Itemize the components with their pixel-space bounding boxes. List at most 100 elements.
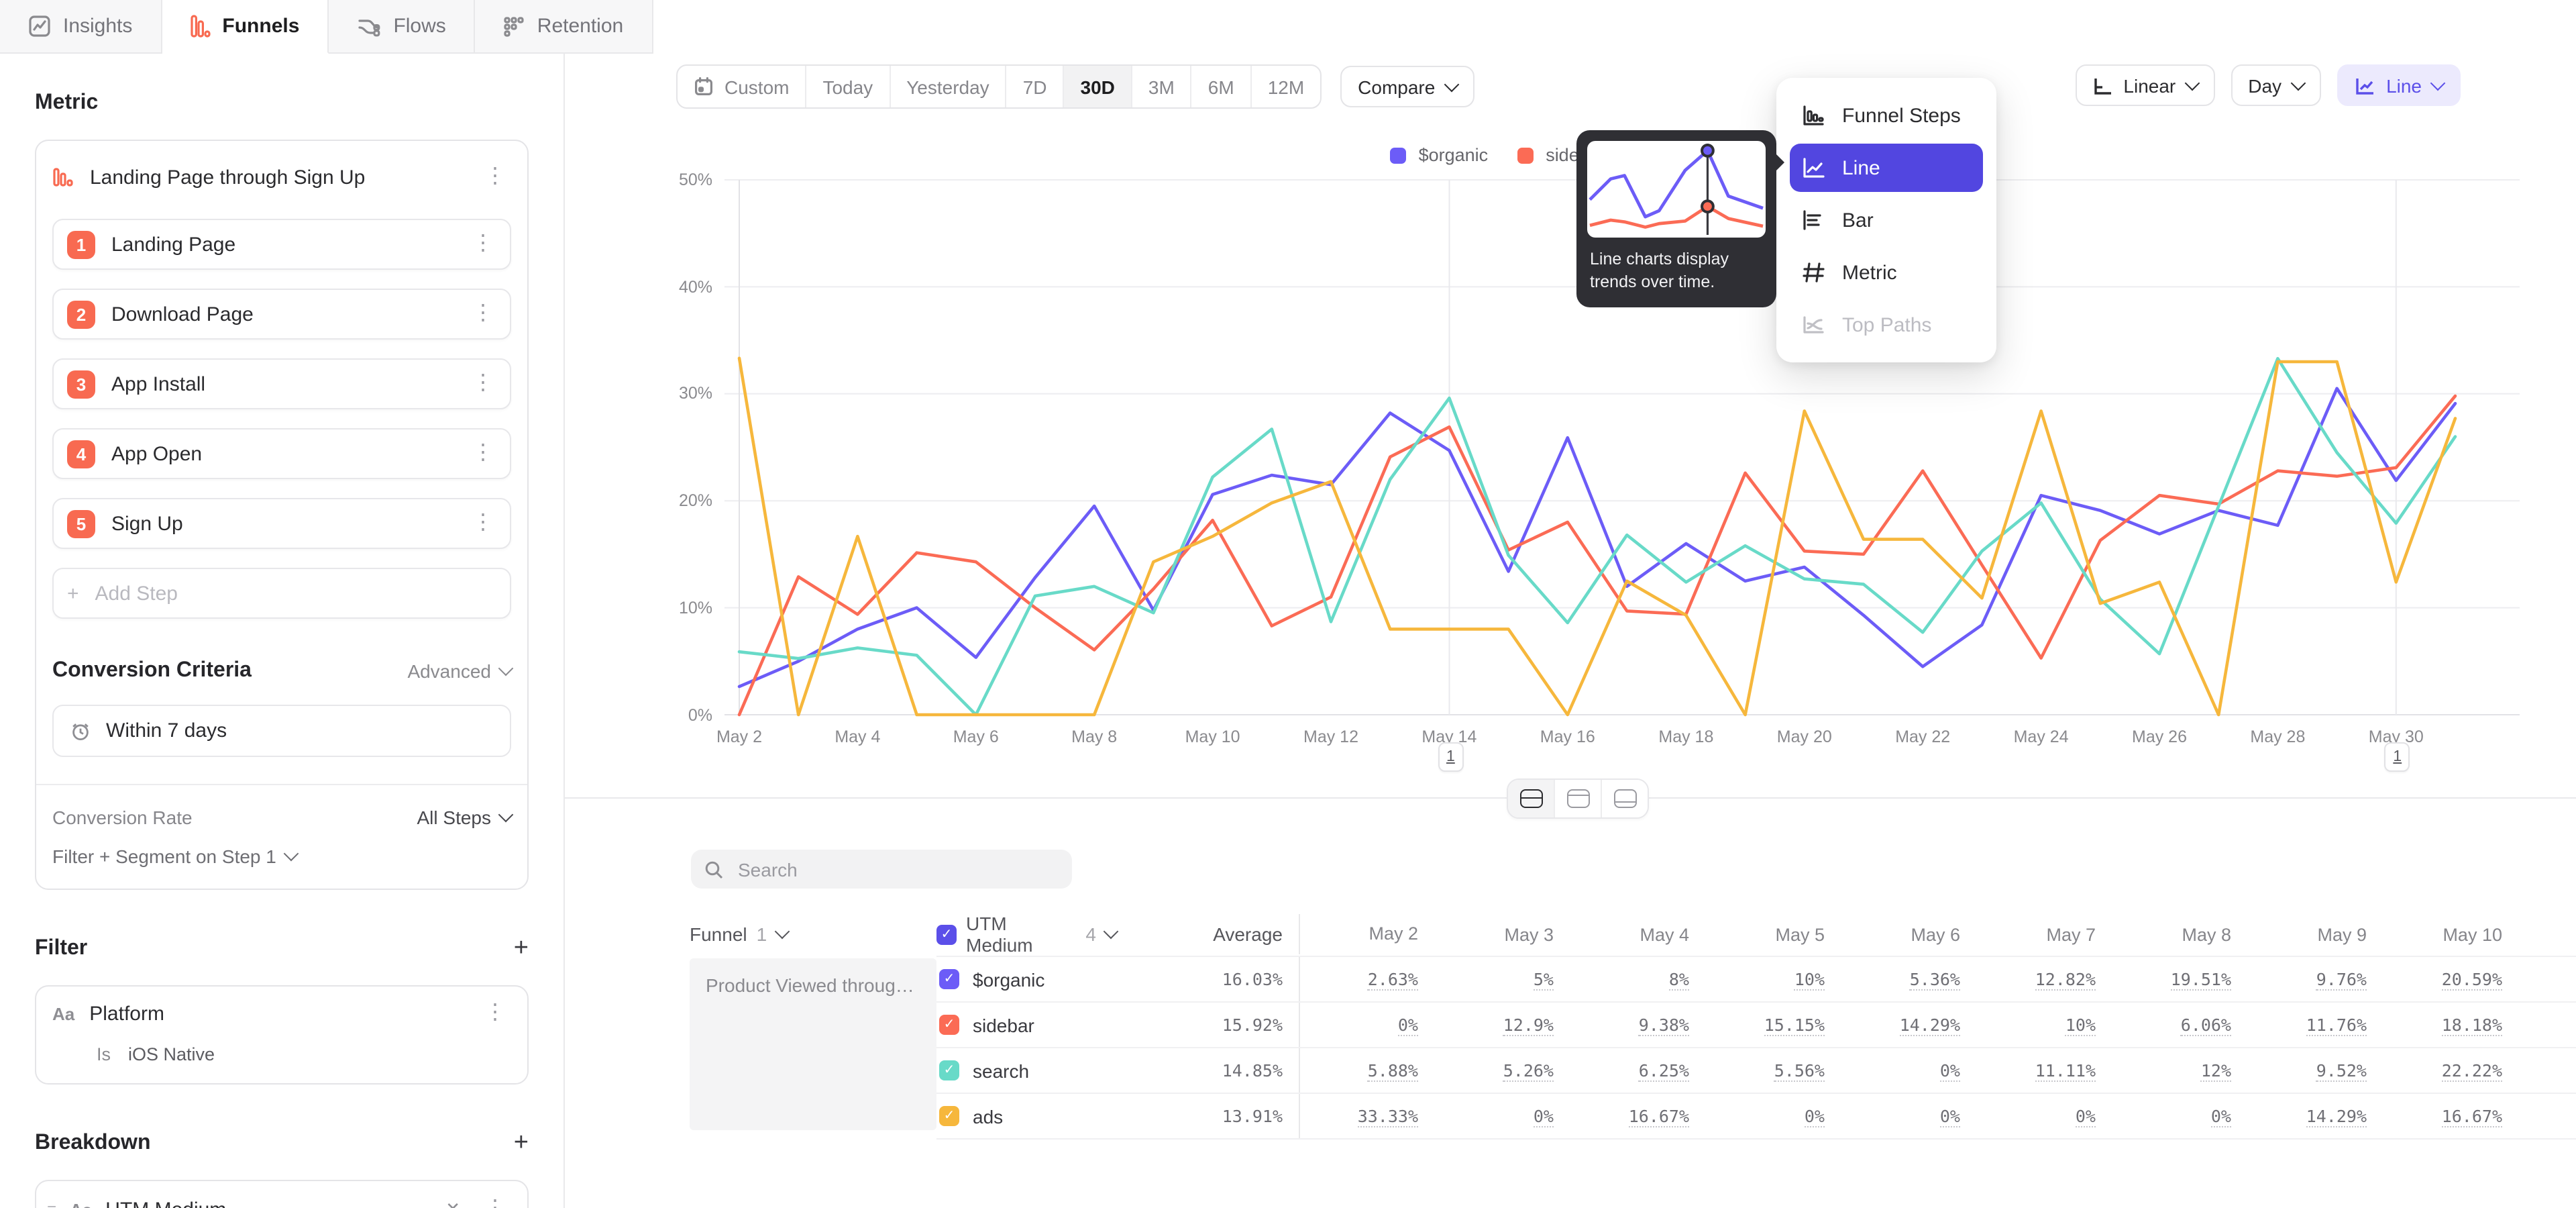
funnel-kebab-icon[interactable]: ⋮ bbox=[479, 164, 511, 191]
date-value-cell[interactable]: 0% bbox=[1434, 1094, 1570, 1138]
funnel-step-row[interactable]: 2 Download Page ⋮ bbox=[52, 289, 511, 340]
date-value-cell[interactable]: 0% bbox=[1841, 1094, 1976, 1138]
compare-button[interactable]: Compare bbox=[1340, 66, 1474, 107]
chart-type-dropdown[interactable]: Line bbox=[2337, 64, 2461, 106]
date-value-cell[interactable]: 11.76% bbox=[2247, 1003, 2383, 1047]
date-value-cell[interactable]: 12.82% bbox=[1976, 957, 2112, 1001]
date-value-cell[interactable]: 10% bbox=[1976, 1003, 2112, 1047]
breakdown-card[interactable]: ≡ Aa UTM Medium ✕ ⋮ bbox=[35, 1180, 529, 1208]
date-value-cell[interactable]: 18.18% bbox=[2383, 1003, 2518, 1047]
date-value-cell[interactable]: 33.33% bbox=[1299, 1094, 1434, 1138]
add-step-button[interactable]: + Add Step bbox=[52, 568, 511, 619]
date-value-cell[interactable]: 0% bbox=[1705, 1094, 1841, 1138]
date-range-yesterday[interactable]: Yesterday bbox=[890, 66, 1007, 107]
date-value-cell[interactable]: 9.76% bbox=[2247, 957, 2383, 1001]
step-kebab-icon[interactable]: ⋮ bbox=[467, 301, 499, 328]
funnel-step-row[interactable]: 1 Landing Page ⋮ bbox=[52, 219, 511, 270]
conversion-rate-dropdown[interactable]: All Steps bbox=[417, 807, 512, 828]
tab-flows[interactable]: Flows bbox=[329, 0, 475, 54]
layout-split-button[interactable] bbox=[1508, 780, 1555, 817]
segment-name-cell[interactable]: ✓ $organic bbox=[936, 968, 1116, 990]
tab-funnels[interactable]: Funnels bbox=[162, 0, 329, 54]
annotation-marker[interactable]: 1 bbox=[1438, 742, 1463, 772]
date-value-cell[interactable]: 16.67% bbox=[1570, 1094, 1705, 1138]
funnel-step-row[interactable]: 3 App Install ⋮ bbox=[52, 358, 511, 409]
granularity-dropdown[interactable]: Day bbox=[2231, 64, 2320, 106]
segment-name-cell[interactable]: ✓ sidebar bbox=[936, 1014, 1116, 1036]
breakdown-kebab-icon[interactable]: ⋮ bbox=[479, 1196, 511, 1208]
date-value-cell[interactable]: 6.25% bbox=[1570, 1048, 1705, 1093]
date-value-cell[interactable]: 12% bbox=[2112, 1048, 2247, 1093]
date-range-6m[interactable]: 6M bbox=[1192, 66, 1252, 107]
date-range-30d[interactable]: 30D bbox=[1065, 66, 1132, 107]
annotation-marker[interactable]: 1 bbox=[2385, 742, 2410, 772]
date-value-cell[interactable]: 0% bbox=[1299, 1003, 1434, 1047]
filter-segment-dropdown[interactable]: Filter + Segment on Step 1 bbox=[52, 846, 511, 867]
segment-checkbox[interactable]: ✓ bbox=[939, 1015, 959, 1035]
date-value-cell[interactable]: 11.11% bbox=[1976, 1048, 2112, 1093]
date-range-today[interactable]: Today bbox=[806, 66, 890, 107]
date-value-cell[interactable]: 16.67% bbox=[2383, 1094, 2518, 1138]
date-value-cell[interactable]: 5.56% bbox=[1705, 1048, 1841, 1093]
menu-item-funnel-steps[interactable]: Funnel Steps bbox=[1790, 91, 1983, 140]
layout-chart-top-button[interactable] bbox=[1555, 780, 1602, 817]
filter-property-row[interactable]: Aa Platform ⋮ bbox=[52, 1000, 511, 1027]
menu-item-line[interactable]: Line bbox=[1790, 144, 1983, 192]
date-range-3m[interactable]: 3M bbox=[1132, 66, 1192, 107]
conversion-window-button[interactable]: Within 7 days bbox=[52, 705, 511, 757]
date-range-12m[interactable]: 12M bbox=[1252, 66, 1320, 107]
date-value-cell[interactable]: 2.63% bbox=[1299, 957, 1434, 1001]
date-value-cell[interactable]: 5% bbox=[1434, 957, 1570, 1001]
segment-checkbox[interactable]: ✓ bbox=[939, 1106, 959, 1126]
date-value-cell[interactable]: 5.26% bbox=[1434, 1048, 1570, 1093]
add-breakdown-button[interactable]: + bbox=[514, 1130, 529, 1156]
date-value-cell[interactable]: 6.06% bbox=[2112, 1003, 2247, 1047]
date-value-cell[interactable]: 0% bbox=[1976, 1094, 2112, 1138]
date-value-cell[interactable]: 5.88% bbox=[1299, 1048, 1434, 1093]
date-value-cell[interactable]: 10% bbox=[1705, 957, 1841, 1001]
date-value-cell[interactable]: 12.9% bbox=[1434, 1003, 1570, 1047]
date-value-cell[interactable]: 22.22% bbox=[2383, 1048, 2518, 1093]
add-filter-button[interactable]: + bbox=[514, 936, 529, 961]
funnel-name-cell[interactable]: Product Viewed through P... bbox=[690, 958, 936, 1130]
date-value-cell[interactable]: 14.29% bbox=[1841, 1003, 1976, 1047]
drag-handle-icon[interactable]: ≡ bbox=[47, 1200, 56, 1208]
step-kebab-icon[interactable]: ⋮ bbox=[467, 370, 499, 397]
date-value-cell[interactable]: 0% bbox=[2112, 1094, 2247, 1138]
filter-kebab-icon[interactable]: ⋮ bbox=[479, 1000, 511, 1027]
remove-breakdown-icon[interactable]: ✕ bbox=[440, 1196, 466, 1208]
search-input[interactable] bbox=[735, 857, 1059, 881]
funnel-column-header[interactable]: Funnel 1 bbox=[690, 923, 936, 945]
date-range-custom[interactable]: Custom bbox=[678, 66, 806, 107]
date-value-cell[interactable]: 20.59% bbox=[2383, 957, 2518, 1001]
step-kebab-icon[interactable]: ⋮ bbox=[467, 231, 499, 258]
step-kebab-icon[interactable]: ⋮ bbox=[467, 510, 499, 537]
menu-item-bar[interactable]: Bar bbox=[1790, 196, 1983, 244]
date-value-cell[interactable]: 19.51% bbox=[2112, 957, 2247, 1001]
segment-checkbox[interactable]: ✓ bbox=[939, 969, 959, 989]
date-value-cell[interactable]: 8% bbox=[1570, 957, 1705, 1001]
scale-dropdown[interactable]: Linear bbox=[2075, 64, 2214, 106]
funnel-step-row[interactable]: 5 Sign Up ⋮ bbox=[52, 498, 511, 549]
date-range-7d[interactable]: 7D bbox=[1007, 66, 1065, 107]
legend-item-organic[interactable]: $organic bbox=[1391, 145, 1489, 165]
layout-chart-bottom-button[interactable] bbox=[1602, 780, 1648, 817]
advanced-dropdown[interactable]: Advanced bbox=[407, 660, 511, 682]
date-value-cell[interactable]: 9.52% bbox=[2247, 1048, 2383, 1093]
filter-operator-row[interactable]: Is iOS Native bbox=[52, 1044, 511, 1064]
date-value-cell[interactable]: 9.38% bbox=[1570, 1003, 1705, 1047]
funnel-header-row[interactable]: Landing Page through Sign Up ⋮ bbox=[52, 154, 511, 200]
date-value-cell[interactable]: 14.29% bbox=[2247, 1094, 2383, 1138]
menu-item-metric[interactable]: Metric bbox=[1790, 248, 1983, 297]
breakdown-column-header[interactable]: ✓ UTM Medium 4 bbox=[936, 913, 1116, 956]
select-all-checkbox[interactable]: ✓ bbox=[936, 924, 957, 944]
step-kebab-icon[interactable]: ⋮ bbox=[467, 440, 499, 467]
date-value-cell[interactable]: 15.15% bbox=[1705, 1003, 1841, 1047]
segment-name-cell[interactable]: ✓ ads bbox=[936, 1105, 1116, 1127]
date-value-cell[interactable]: 0% bbox=[1841, 1048, 1976, 1093]
segment-name-cell[interactable]: ✓ search bbox=[936, 1060, 1116, 1081]
tab-retention[interactable]: Retention bbox=[476, 0, 653, 54]
segment-checkbox[interactable]: ✓ bbox=[939, 1060, 959, 1080]
date-value-cell[interactable]: 5.36% bbox=[1841, 957, 1976, 1001]
tab-insights[interactable]: Insights bbox=[0, 0, 162, 54]
